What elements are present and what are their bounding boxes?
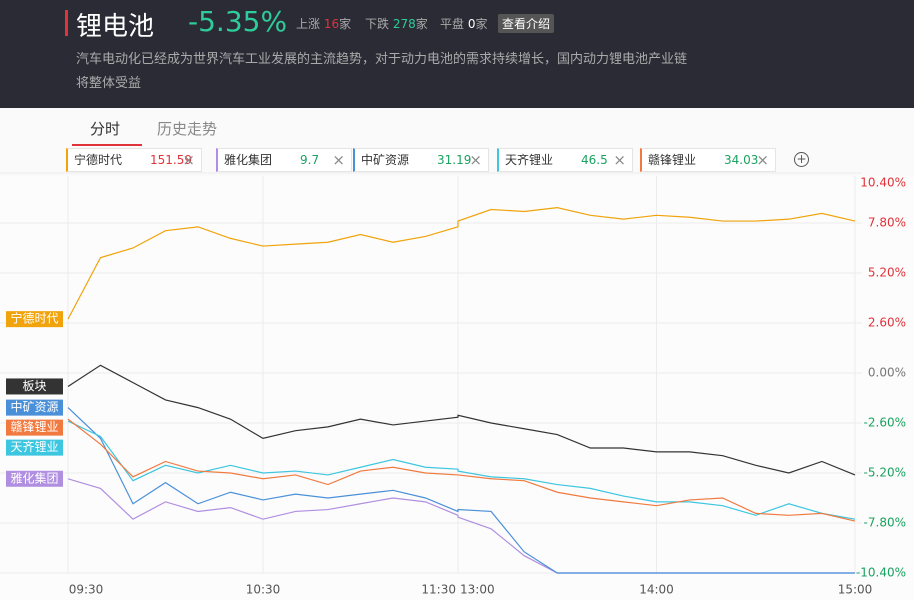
y-tick-label: 0.00% xyxy=(868,366,906,380)
stock-price: 151.59 xyxy=(150,153,192,167)
tab[interactable]: 历史走势 xyxy=(157,120,218,138)
stock-chip: 宁德时代 151.59 × xyxy=(66,148,202,172)
close-button[interactable]: × xyxy=(182,151,195,169)
x-tick-label: 15:00 xyxy=(838,583,873,597)
tab-indicator xyxy=(72,144,142,146)
series-line xyxy=(67,407,855,574)
stat-down: 下跌 278家 xyxy=(365,15,428,32)
y-tick-label: -5.20% xyxy=(864,466,906,480)
y-tick-label: 2.60% xyxy=(868,316,906,330)
plot-bg xyxy=(0,176,914,600)
close-button[interactable]: × xyxy=(613,151,626,169)
x-tick-label: 11:30 xyxy=(421,583,456,597)
y-tick-label: -10.40% xyxy=(856,566,906,580)
y-tick-label: 5.20% xyxy=(868,266,906,280)
series-tag-label: 赣锋锂业 xyxy=(10,419,58,434)
stat-up: 上涨 16家 xyxy=(296,15,351,32)
y-tick-label: 7.80% xyxy=(868,216,906,230)
x-tick-label: 13:00 xyxy=(460,583,495,597)
series-tag-label: 中矿资源 xyxy=(10,399,58,414)
series-tag-label: 宁德时代 xyxy=(10,311,58,326)
unit: 家 xyxy=(475,17,488,31)
chart: 10.40% 7.80% 5.20% 2.60% 0.00% -2.60% -5.20% -7… xyxy=(0,172,914,600)
close-button[interactable]: × xyxy=(469,151,482,169)
series-tag xyxy=(6,311,63,328)
add-button[interactable]: + xyxy=(794,152,809,167)
stock-name: 宁德时代 xyxy=(74,153,123,167)
series-tag-label: 雅化集团 xyxy=(10,470,58,485)
series-line xyxy=(67,418,856,522)
change: -5.35% xyxy=(188,5,288,38)
stock-chip: 赣锋锂业 34.03 × xyxy=(640,148,776,172)
y-tick-label: -7.80% xyxy=(864,516,906,530)
series-line xyxy=(67,207,856,320)
series-tag-label: 天齐锂业 xyxy=(10,439,58,454)
y-tick-label: -2.60% xyxy=(864,416,906,430)
series-tag xyxy=(6,419,63,436)
close-button[interactable]: × xyxy=(332,151,345,169)
unit: 家 xyxy=(339,17,352,31)
x-tick-label: 14:00 xyxy=(639,583,674,597)
series-tag xyxy=(6,378,63,395)
accent-bar xyxy=(65,10,68,36)
stock-name: 雅化集团 xyxy=(224,153,273,167)
description: 汽车电动化已经成为世界汽车工业发展的主流趋势，对于动力电池的需求持续增长，国内动… xyxy=(76,52,688,91)
stock-chip: 中矿资源 31.19 × xyxy=(353,148,489,172)
stock-name: 赣锋锂业 xyxy=(648,153,697,167)
series-tag xyxy=(6,470,63,487)
title: 锂电池 xyxy=(76,12,155,42)
stock-chip: 雅化集团 9.7 × xyxy=(216,148,352,172)
count: 16 xyxy=(323,17,340,31)
y-tick-label: 10.40% xyxy=(860,176,906,190)
stock-price: 9.7 xyxy=(300,153,320,167)
tab[interactable]: 分时 xyxy=(90,120,121,138)
stat-flat: 平盘 0家 xyxy=(440,15,488,32)
stock-price: 34.03 xyxy=(724,153,759,167)
series-tag xyxy=(6,439,63,456)
label: 上涨 xyxy=(296,17,321,31)
series-line xyxy=(67,364,856,476)
unit: 家 xyxy=(415,17,428,31)
intro-button[interactable]: 查看介绍 xyxy=(498,14,555,33)
header: 锂电池 -5.35% 上涨 16家 下跌 278家 平盘 0家 查看介绍 汽车电… xyxy=(0,0,914,108)
stock-name: 天齐锂业 xyxy=(505,153,554,167)
count: 278 xyxy=(392,17,416,31)
stock-name: 中矿资源 xyxy=(361,153,410,167)
stock-price: 46.5 xyxy=(581,153,608,167)
stock-price: 31.19 xyxy=(437,153,472,167)
stock-chip: 天齐锂业 46.5 × xyxy=(497,148,633,172)
label: 下跌 xyxy=(365,17,390,31)
x-tick-label: 09:30 xyxy=(69,583,104,597)
label: 平盘 xyxy=(440,17,465,31)
series-tag xyxy=(6,399,63,416)
close-button[interactable]: × xyxy=(756,151,769,169)
series-tag-label: 板块 xyxy=(22,379,46,393)
count: 0 xyxy=(467,17,476,31)
x-tick-label: 10:30 xyxy=(246,583,281,597)
